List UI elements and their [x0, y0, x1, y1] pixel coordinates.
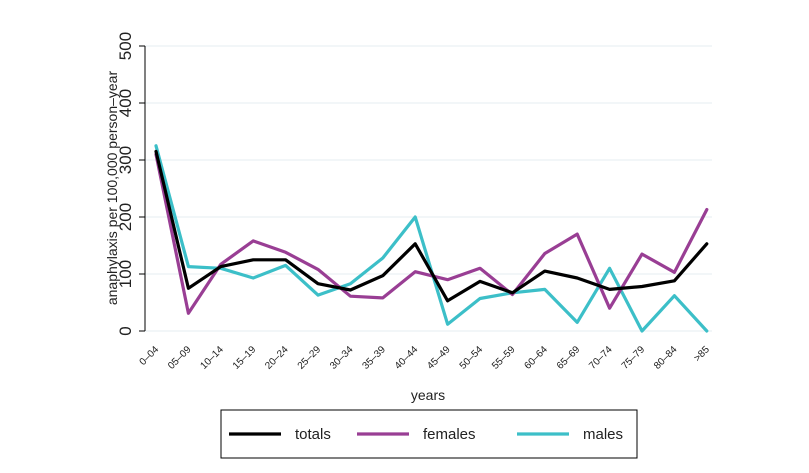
x-tick-label: 20–24: [263, 344, 291, 372]
x-tick-label: 60–64: [522, 344, 550, 372]
x-tick-label: >85: [692, 344, 712, 364]
y-tick-label: 0: [116, 326, 135, 335]
x-tick-label: 15–19: [231, 344, 259, 372]
x-tick-label: 75–79: [620, 344, 648, 372]
series-line-males: [154, 144, 709, 333]
x-tick-label: 55–59: [490, 344, 518, 372]
x-tick-label: 30–34: [328, 344, 356, 372]
x-tick-label: 50–54: [458, 344, 486, 372]
y-tick-label: 400: [116, 89, 135, 117]
x-tick-label: 10–14: [198, 344, 226, 372]
x-tick-label: 70–74: [587, 344, 615, 372]
x-tick-label: 35–39: [360, 344, 388, 372]
y-tick-label: 100: [116, 260, 135, 288]
y-tick-label: 200: [116, 203, 135, 231]
series-line-females: [154, 152, 709, 315]
x-tick-label: 25–29: [296, 344, 324, 372]
legend: totals females males: [220, 409, 638, 459]
x-tick-label: 40–44: [393, 344, 421, 372]
y-axis-title: anaphylaxis per 100,000 person–year: [104, 71, 120, 306]
y-tick-label: 500: [116, 32, 135, 60]
x-axis-ticks: 0–04 05–09 10–14 15–19 20–24 25–29 30–34 35–39 4…: [138, 344, 713, 372]
x-tick-label: 65–69: [555, 344, 583, 372]
x-tick-label: 05–09: [166, 344, 194, 372]
x-axis-title: years: [411, 387, 445, 403]
y-tick-label: 300: [116, 146, 135, 174]
y-axis-ticks: 0 100 200 300 400 500: [116, 32, 145, 336]
x-tick-label: 45–49: [425, 344, 453, 372]
series-lines: [154, 144, 709, 333]
series-line-totals: [154, 149, 709, 303]
legend-label-females: females: [423, 426, 476, 443]
legend-label-males: males: [583, 426, 623, 443]
x-tick-label: 0–04: [138, 344, 162, 368]
x-tick-label: 80–84: [652, 344, 680, 372]
legend-items: totals females males: [229, 426, 623, 443]
legend-label-totals: totals: [295, 426, 331, 443]
